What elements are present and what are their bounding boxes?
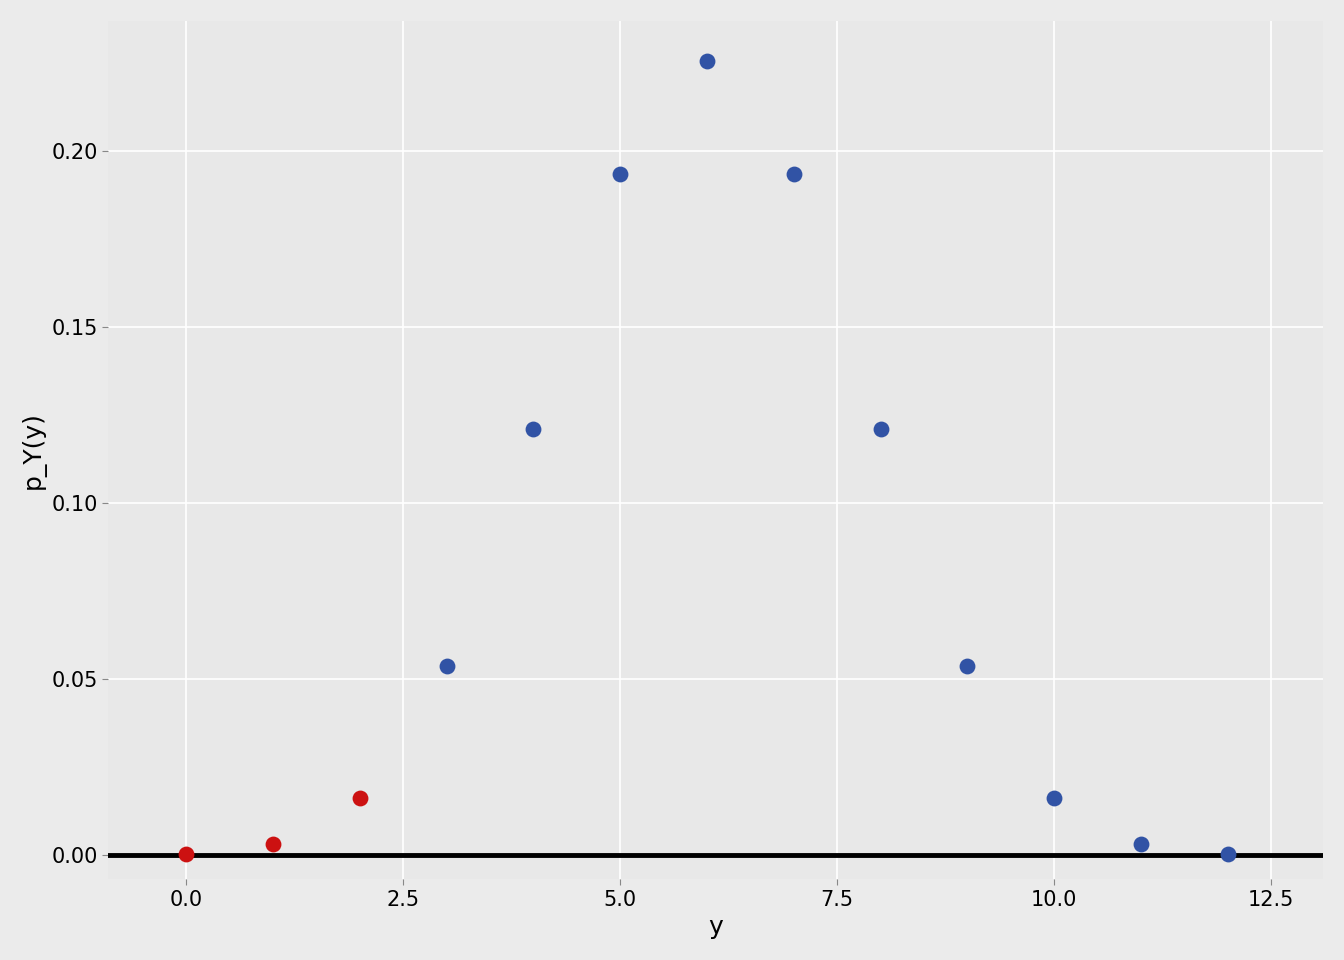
X-axis label: y: y xyxy=(708,915,723,939)
Point xyxy=(1043,790,1064,805)
Point xyxy=(523,421,544,437)
Point xyxy=(1216,846,1238,861)
Point xyxy=(870,421,891,437)
Point xyxy=(435,658,457,673)
Point xyxy=(957,658,978,673)
Y-axis label: p_Y(y): p_Y(y) xyxy=(22,411,46,489)
Point xyxy=(609,167,630,182)
Point xyxy=(349,790,371,805)
Point xyxy=(176,846,198,861)
Point xyxy=(1130,836,1152,852)
Point xyxy=(696,54,718,69)
Point xyxy=(262,836,284,852)
Point xyxy=(784,167,805,182)
